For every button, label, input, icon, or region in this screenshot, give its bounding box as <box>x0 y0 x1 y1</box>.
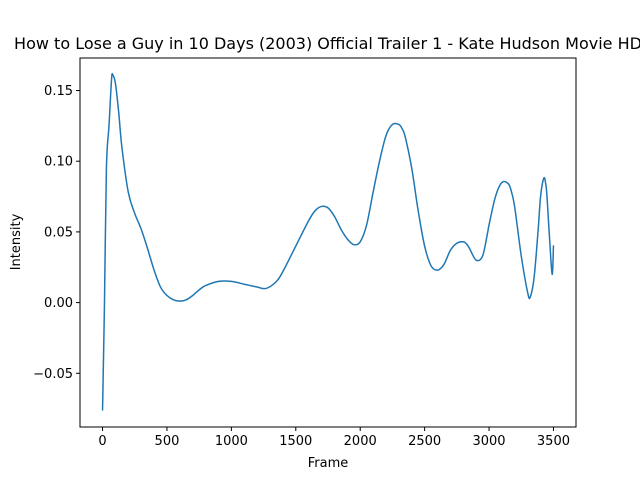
x-tick-label: 3000 <box>472 434 505 449</box>
y-axis-label: Intensity <box>9 213 24 270</box>
y-tick-label: −0.05 <box>33 367 73 382</box>
intensity-line <box>101 72 555 411</box>
x-axis-ticks: 0 500 1000 1500 2000 2500 3000 3500 <box>98 427 570 449</box>
plot-area-frame <box>79 57 577 428</box>
y-tick-label: 0.05 <box>44 225 73 240</box>
x-tick-label: 2500 <box>408 434 441 449</box>
y-axis-ticks: −0.05 0.00 0.05 0.10 0.15 <box>33 84 80 382</box>
y-tick-label: 0.10 <box>44 155 73 170</box>
x-tick-label: 0 <box>98 434 106 449</box>
x-tick-label: 1000 <box>215 434 248 449</box>
x-tick-label: 2000 <box>344 434 377 449</box>
y-tick-label: 0.15 <box>44 84 73 99</box>
x-axis-label: Frame <box>308 456 349 471</box>
x-tick-label: 1500 <box>279 434 312 449</box>
x-tick-label: 500 <box>155 434 180 449</box>
chart-title: How to Lose a Guy in 10 Days (2003) Offi… <box>14 34 640 53</box>
x-tick-label: 3500 <box>537 434 570 449</box>
y-tick-label: 0.00 <box>44 296 73 311</box>
